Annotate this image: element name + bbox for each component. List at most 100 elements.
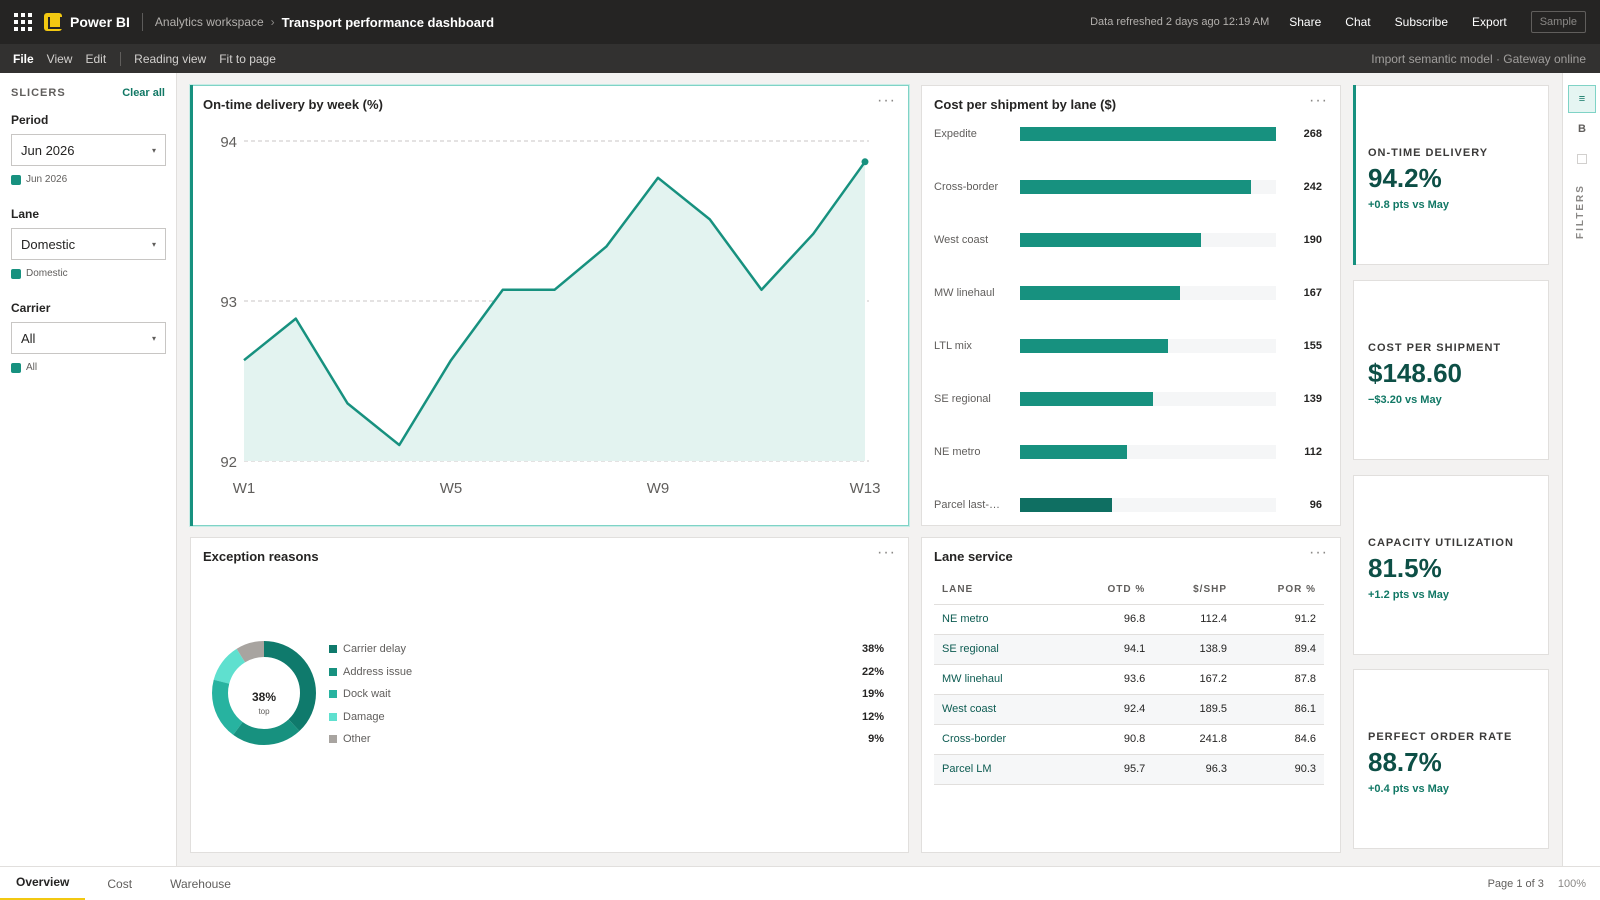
menu-edit[interactable]: Edit xyxy=(85,51,107,66)
selected-chip[interactable]: Domestic xyxy=(11,268,165,279)
table-cell: 94.1 xyxy=(1065,634,1154,665)
legend-swatch xyxy=(329,667,337,676)
column-header[interactable]: LANE xyxy=(934,576,1066,605)
menu-fit-to-page[interactable]: Fit to page xyxy=(219,51,276,66)
bar-row[interactable]: Cross-border 242 xyxy=(934,180,1322,194)
carrier-dropdown[interactable]: All ▾ xyxy=(11,322,166,354)
share-button[interactable]: Share xyxy=(1289,15,1322,29)
table-cell: 91.2 xyxy=(1235,604,1324,635)
donut-slice[interactable] xyxy=(212,641,316,745)
series-line xyxy=(243,161,867,447)
bookmark-pane-button[interactable]: B xyxy=(1578,123,1586,135)
visual-title: On-time delivery by week (%) xyxy=(203,97,383,112)
period-dropdown[interactable]: Jun 2026 ▾ xyxy=(11,134,166,166)
lane-dropdown[interactable]: Domestic ▾ xyxy=(11,228,166,260)
column-header[interactable]: $/SHP xyxy=(1153,576,1236,605)
bar-row[interactable]: MW linehaul 167 xyxy=(934,286,1322,300)
bar[interactable] xyxy=(1020,498,1112,512)
table-row[interactable]: Cross-border 90.8 241.8 84.6 xyxy=(934,724,1324,755)
exceptions-visual[interactable]: Exception reasons ··· 38% top Carrier de… xyxy=(190,537,909,853)
tab-warehouse[interactable]: Warehouse xyxy=(170,876,231,891)
bar-row[interactable]: Expedite 268 xyxy=(934,127,1322,141)
kpi-card-perfect-order-rate[interactable]: PERFECT ORDER RATE 88.7% +0.4 pts vs May xyxy=(1353,669,1549,849)
data-point[interactable] xyxy=(861,158,869,166)
bar-row[interactable]: Parcel last-… 96 xyxy=(934,498,1322,512)
bar-track xyxy=(1020,233,1276,247)
menu-reading-view[interactable]: Reading view xyxy=(134,51,207,66)
bar-value-label: 190 xyxy=(1303,234,1322,246)
kpi-delta: +0.8 pts vs May xyxy=(1368,199,1450,211)
more-options-icon[interactable]: ··· xyxy=(877,92,896,109)
selected-chip[interactable]: Jun 2026 xyxy=(11,174,165,185)
table-cell: 90.3 xyxy=(1235,754,1324,785)
bar-row[interactable]: West coast 190 xyxy=(934,233,1322,247)
more-options-icon[interactable]: ··· xyxy=(1309,92,1328,109)
more-options-icon[interactable]: ··· xyxy=(1309,544,1328,561)
table-row[interactable]: West coast 92.4 189.5 86.1 xyxy=(934,694,1324,725)
bar[interactable] xyxy=(1020,286,1180,300)
table-cell: 96.3 xyxy=(1153,754,1236,785)
selected-chip[interactable]: All xyxy=(11,362,165,373)
tab-cost[interactable]: Cost xyxy=(107,876,133,891)
legend-item[interactable]: Dock wait 19% xyxy=(329,687,884,703)
legend-item[interactable]: Carrier delay 38% xyxy=(329,642,884,658)
table-row[interactable]: SE regional 94.1 138.9 89.4 xyxy=(934,634,1324,665)
bar-track xyxy=(1020,286,1276,300)
bar-row[interactable]: SE regional 139 xyxy=(934,392,1322,406)
kpi-delta: +0.4 pts vs May xyxy=(1368,783,1450,795)
zoom-level[interactable]: 100% xyxy=(1557,877,1586,890)
checkbox-icon[interactable] xyxy=(1568,145,1596,173)
kpi-card-on-time-delivery[interactable]: ON-TIME DELIVERY 94.2% +0.8 pts vs May xyxy=(1353,85,1549,265)
bar[interactable] xyxy=(1020,339,1169,353)
table-cell: 96.8 xyxy=(1065,604,1154,635)
breadcrumb-workspace[interactable]: Analytics workspace xyxy=(154,15,264,29)
legend-item[interactable]: Address issue 22% xyxy=(329,665,884,681)
bar[interactable] xyxy=(1020,180,1252,194)
visual-title: Cost per shipment by lane ($) xyxy=(934,97,1117,112)
column-header[interactable]: OTD % xyxy=(1065,576,1154,605)
table-row[interactable]: MW linehaul 93.6 167.2 87.8 xyxy=(934,664,1324,695)
bar-row[interactable]: LTL mix 155 xyxy=(934,339,1322,353)
slicer-period: Period Jun 2026 ▾ Jun 2026 xyxy=(11,113,166,185)
donut-slice[interactable] xyxy=(212,641,316,745)
clear-all-button[interactable]: Clear all xyxy=(122,87,165,99)
donut-slice[interactable] xyxy=(212,641,316,745)
chip-label: Domestic xyxy=(26,268,68,279)
table-cell: 86.1 xyxy=(1235,694,1324,725)
donut-center-label: top xyxy=(258,707,270,716)
legend-item[interactable]: Damage 12% xyxy=(329,710,884,726)
legend-value: 19% xyxy=(861,688,884,700)
bar[interactable] xyxy=(1020,127,1276,141)
bar-track xyxy=(1020,180,1276,194)
bar-category-label: NE metro xyxy=(934,446,981,458)
visual-pane-icon[interactable]: ≡ xyxy=(1568,85,1596,113)
table-cell: 84.6 xyxy=(1235,724,1324,755)
app-launcher-icon[interactable] xyxy=(14,13,32,31)
table-row[interactable]: Parcel LM 95.7 96.3 90.3 xyxy=(934,754,1324,785)
filters-pane-icon[interactable]: FILTERS xyxy=(1575,184,1589,253)
otd-visual[interactable]: On-time delivery by week (%) ··· 94 93 92 W… xyxy=(190,85,909,526)
page-indicator: Page 1 of 3 xyxy=(1487,877,1544,890)
column-header[interactable]: POR % xyxy=(1235,576,1324,605)
export-button[interactable]: Export xyxy=(1472,15,1507,29)
legend-item[interactable]: Other 9% xyxy=(329,732,884,748)
bar[interactable] xyxy=(1020,233,1202,247)
bar-row[interactable]: NE metro 112 xyxy=(934,445,1322,459)
chat-button[interactable]: Chat xyxy=(1345,15,1371,29)
table-row[interactable]: NE metro 96.8 112.4 91.2 xyxy=(934,604,1324,635)
lane-service-visual[interactable]: Lane service ··· LANE OTD % $/SHP POR % … xyxy=(921,537,1341,853)
legend-label: Dock wait xyxy=(343,688,391,700)
menu-view[interactable]: View xyxy=(46,51,73,66)
kpi-card-cost-per-shipment[interactable]: COST PER SHIPMENT $148.60 −$3.20 vs May xyxy=(1353,280,1549,460)
tab-overview[interactable]: Overview xyxy=(0,867,86,900)
bar[interactable] xyxy=(1020,392,1153,406)
bar-value-label: 139 xyxy=(1303,393,1322,405)
cost-visual[interactable]: Cost per shipment by lane ($) ··· Expedi… xyxy=(921,85,1341,526)
menu-file[interactable]: File xyxy=(13,51,34,66)
table-header-row: LANE OTD % $/SHP POR % xyxy=(934,576,1324,605)
bar[interactable] xyxy=(1020,445,1127,459)
kpi-card-capacity-utilization[interactable]: CAPACITY UTILIZATION 81.5% +1.2 pts vs M… xyxy=(1353,475,1549,655)
subscribe-button[interactable]: Subscribe xyxy=(1394,15,1449,29)
more-options-icon[interactable]: ··· xyxy=(877,544,896,561)
kpi-value: 88.7% xyxy=(1368,747,1442,777)
